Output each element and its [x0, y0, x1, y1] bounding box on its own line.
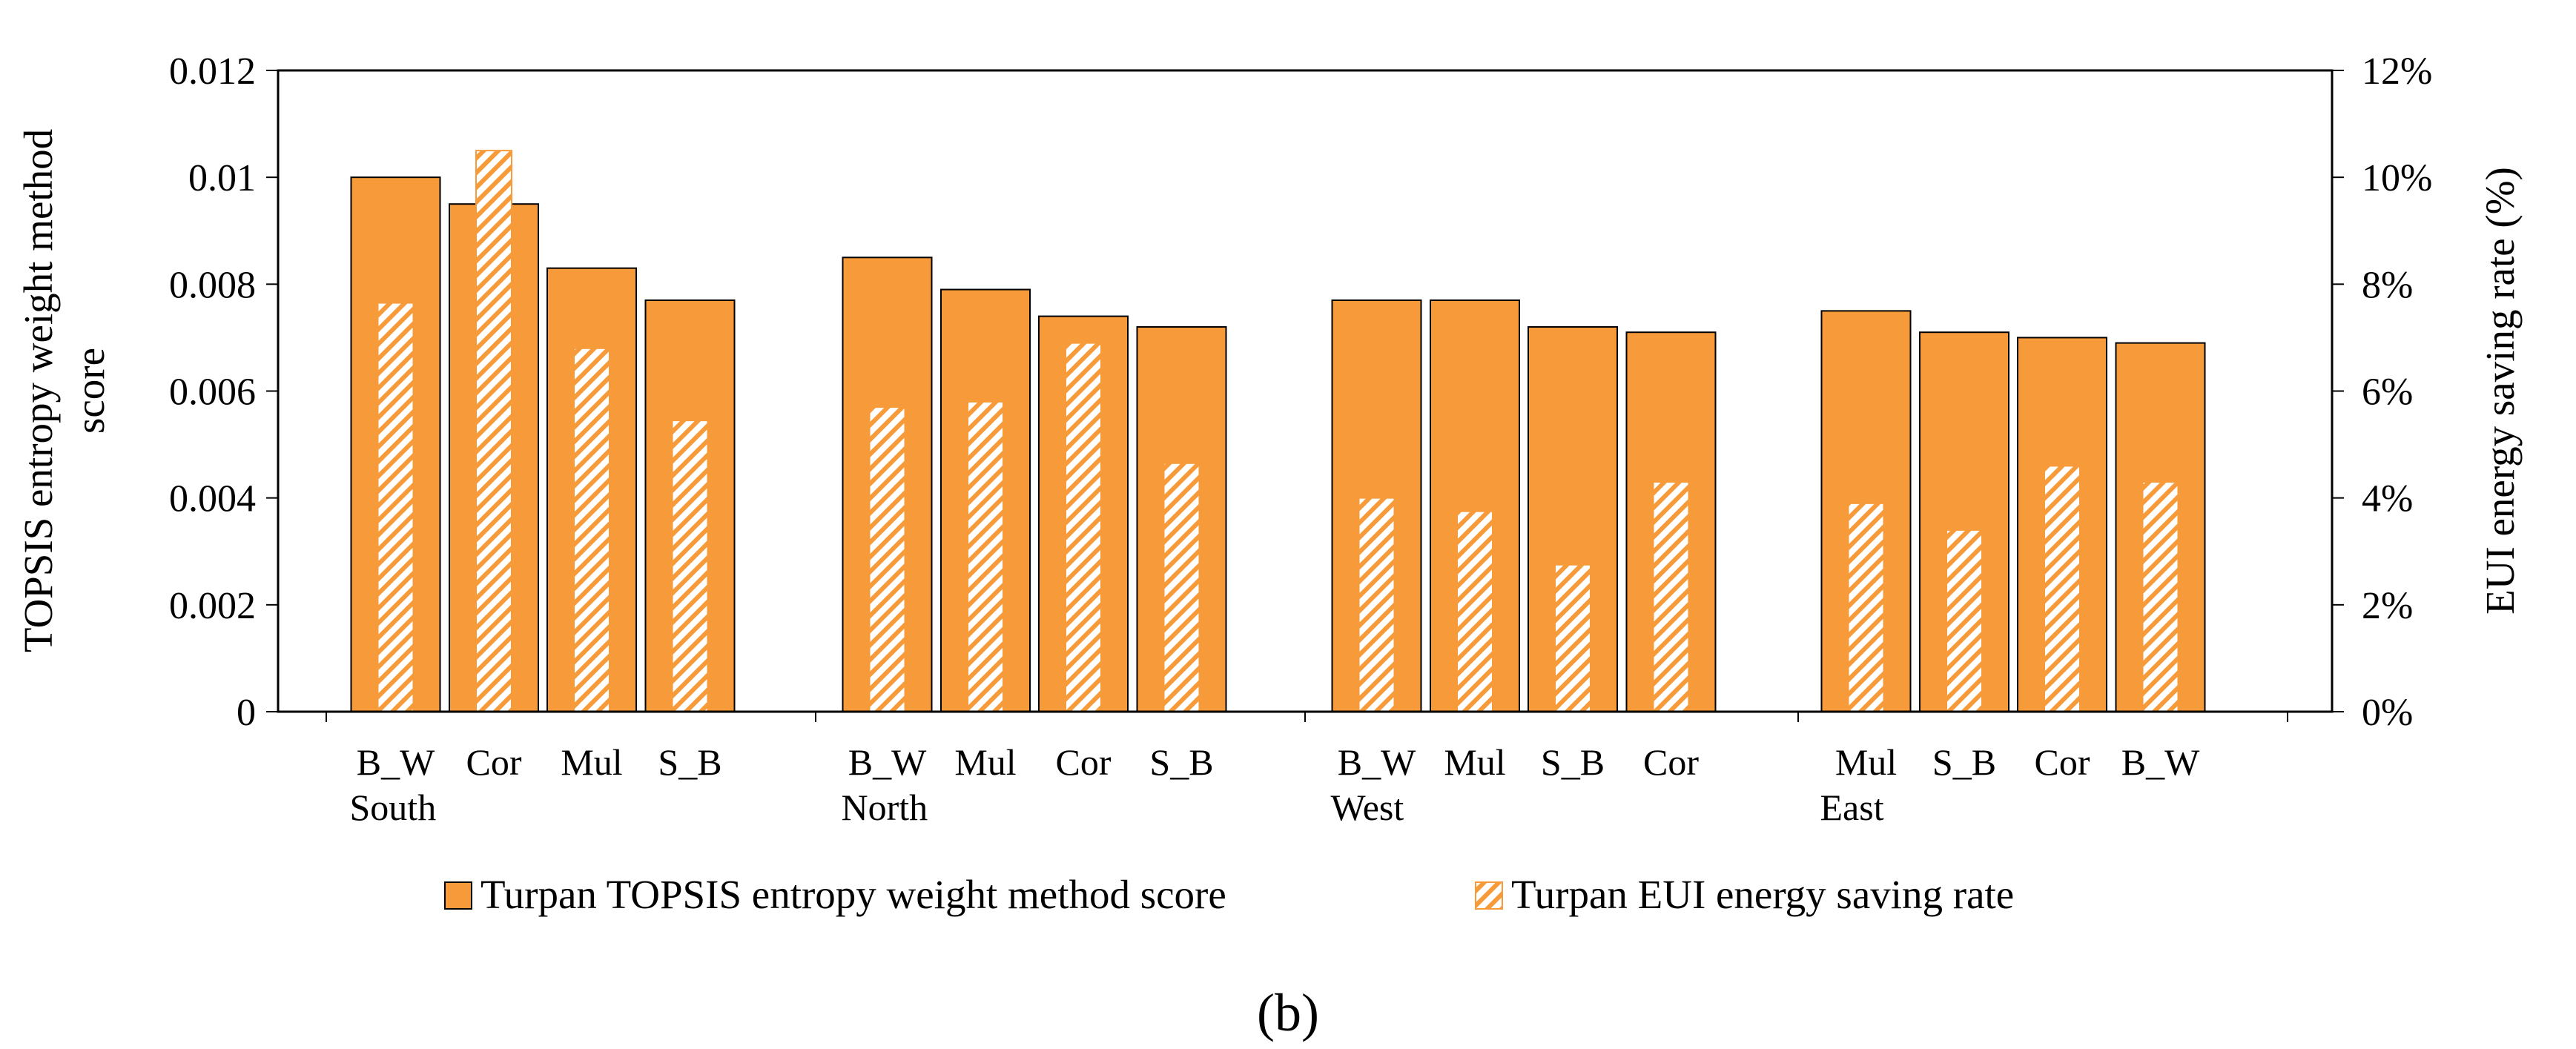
category-label-south-b_w: B_W	[357, 741, 435, 783]
y-right-tick-label-0: 0%	[2362, 692, 2413, 734]
y-right-axis-title: EUI energy saving rate (%)	[2477, 167, 2523, 615]
y-left-tick-label-6: 0.012	[169, 50, 256, 93]
category-label-east-mul: Mul	[1835, 741, 1897, 783]
legend-swatch-saving	[1475, 881, 1503, 910]
category-label-east-cor: Cor	[2035, 741, 2090, 783]
category-label-east-s_b: S_B	[1932, 741, 1996, 783]
bar-saving-north-mul	[967, 400, 1004, 713]
category-label-south-mul: Mul	[561, 741, 622, 783]
group-label-west: West	[1331, 787, 1404, 828]
bar-saving-south-s_b	[671, 420, 709, 712]
legend-label-score: Turpan TOPSIS entropy weight method scor…	[480, 872, 1226, 917]
y-right-tick-label-5: 10%	[2362, 157, 2432, 199]
category-label-north-cor: Cor	[1056, 741, 1112, 783]
panel-label: (b)	[1257, 983, 1319, 1042]
legend: Turpan TOPSIS entropy weight method scor…	[444, 872, 2014, 917]
bar-saving-east-cor	[2044, 465, 2081, 713]
axis-tick-labels: 0 0.002 0.004 0.006 0.008 0.01 0.012 0% 2% 4% 6% 8%…	[169, 50, 2432, 734]
legend-label-saving: Turpan EUI energy saving rate	[1511, 872, 2014, 917]
y-right-tick-label-1: 2%	[2362, 585, 2413, 627]
bar-saving-west-s_b	[1554, 563, 1591, 712]
bar-saving-west-b_w	[1358, 497, 1396, 713]
bar-saving-south-cor	[475, 150, 512, 712]
bar-saving-west-cor	[1652, 481, 1690, 713]
bar-saving-south-b_w	[377, 302, 415, 712]
group-label-north: North	[842, 787, 928, 828]
axis-ticks	[266, 70, 2344, 722]
legend-swatch-score	[444, 881, 472, 910]
group-label-east: East	[1820, 787, 1884, 828]
category-label-north-mul: Mul	[954, 741, 1016, 783]
category-label-east-b_w: B_W	[2121, 741, 2200, 783]
bar-saving-north-s_b	[1163, 462, 1201, 712]
bar-saving-north-cor	[1065, 342, 1102, 712]
y-left-tick-label-3: 0.006	[169, 371, 256, 414]
bar-saving-north-b_w	[868, 406, 906, 712]
y-left-tick-label-2: 0.004	[169, 478, 256, 520]
y-left-axis-title-line1: TOPSIS entropy weight method	[16, 129, 61, 652]
group-label-south: South	[350, 787, 437, 828]
bar-saving-east-mul	[1847, 502, 1885, 712]
category-label-south-cor: Cor	[466, 741, 522, 783]
category-label-south-s_b: S_B	[658, 741, 721, 783]
y-left-tick-label-1: 0.002	[169, 585, 256, 627]
y-right-tick-label-3: 6%	[2362, 371, 2413, 414]
bar-saving-east-s_b	[1946, 529, 1983, 713]
y-left-tick-label-5: 0.01	[188, 157, 256, 199]
category-label-north-s_b: S_B	[1149, 741, 1213, 783]
bar-saving-south-mul	[573, 347, 610, 712]
y-right-tick-label-2: 4%	[2362, 478, 2413, 520]
bar-saving-west-mul	[1456, 510, 1493, 712]
y-left-tick-label-4: 0.008	[169, 264, 256, 306]
y-left-tick-label-0: 0	[237, 692, 256, 734]
y-right-tick-label-6: 12%	[2362, 50, 2432, 93]
y-right-tick-label-4: 8%	[2362, 264, 2413, 306]
category-label-north-b_w: B_W	[848, 741, 927, 783]
category-label-west-mul: Mul	[1444, 741, 1505, 783]
category-label-west-s_b: S_B	[1541, 741, 1605, 783]
category-label-west-b_w: B_W	[1338, 741, 1416, 783]
bars-layer	[350, 150, 2206, 713]
category-label-west-cor: Cor	[1643, 741, 1699, 783]
bar-saving-east-b_w	[2141, 481, 2179, 713]
y-left-axis-title-line2: score	[67, 348, 113, 434]
